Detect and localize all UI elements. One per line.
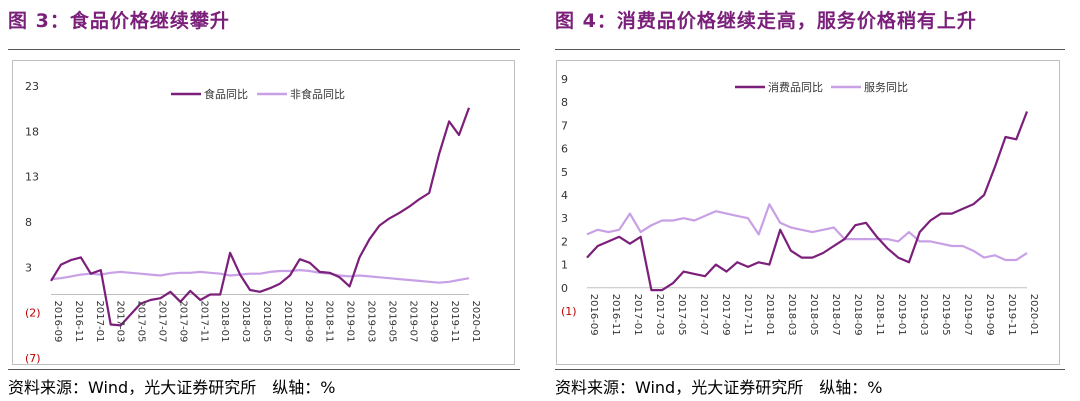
right-chart-frame: 9 8 7 6 5 4 3 2 1 0 (1) 2016-09 2016-11 2017-01 2017-0…: [556, 60, 1060, 365]
right-title-rule: [555, 49, 1065, 50]
x-tick-label: 2018-05: [261, 301, 272, 343]
series-line-1: [586, 203, 1028, 262]
x-tick-label: 2018-09: [852, 294, 863, 336]
x-tick-label: 2018-03: [240, 301, 251, 343]
x-tick-label: 2016-11: [73, 301, 84, 343]
right-chart-title: 图 4：消费品价格继续走高，服务价格稍有上升: [555, 10, 977, 32]
y-tick-label: 3: [25, 261, 32, 274]
y-tick-label: 23: [25, 80, 39, 93]
left-chart-frame: 23 18 13 8 3 (2) (7) 2016-09 2016-11 2017-01 2017-…: [12, 60, 515, 365]
x-tick-label: 2017-09: [720, 294, 731, 336]
y-tick-label: 9: [561, 73, 568, 86]
x-tick-label: 2017-05: [676, 294, 687, 336]
x-tick-label: 2017-11: [198, 301, 209, 343]
x-tick-label: 2018-11: [324, 301, 335, 343]
left-bottom-rule: [8, 369, 520, 370]
x-tick-label: 2018-01: [764, 294, 775, 336]
y-tick-label: 8: [25, 216, 32, 229]
x-tick-label: 2019-03: [918, 294, 929, 336]
x-tick-label: 2016-09: [52, 301, 63, 343]
y-tick-label: 8: [561, 96, 568, 109]
y-tick-label: 2: [561, 235, 568, 248]
x-tick-label: 2019-09: [984, 294, 995, 336]
right-bottom-rule: [555, 369, 1065, 370]
x-tick-label: 2019-01: [345, 301, 356, 343]
x-tick-label: 2019-05: [386, 301, 397, 343]
x-tick-label: 2019-03: [366, 301, 377, 343]
x-tick-label: 2018-11: [874, 294, 885, 336]
x-tick-label: 2019-01: [896, 294, 907, 336]
legend-label: 非食品同比: [290, 87, 345, 101]
left-title-rule: [8, 49, 520, 50]
right-chart: 9 8 7 6 5 4 3 2 1 0 (1) 2016-09 2016-11 2017-01 2017-0…: [561, 73, 1039, 336]
y-tick-label: (1): [561, 305, 577, 318]
x-tick-label: 2017-01: [632, 294, 643, 336]
right-source-note: 资料来源：Wind，光大证券研究所 纵轴：%: [555, 378, 883, 397]
legend-label: 食品同比: [204, 87, 248, 101]
legend-label: 消费品同比: [768, 80, 823, 94]
x-tick-label: 2016-09: [588, 294, 599, 336]
y-tick-label: 0: [561, 282, 568, 295]
x-tick-label: 2019-05: [940, 294, 951, 336]
series-line-1: [50, 269, 470, 284]
left-chart-title: 图 3：食品价格继续攀升: [8, 10, 230, 32]
x-tick-label: 2017-11: [742, 294, 753, 336]
series-line-0: [586, 111, 1029, 292]
x-tick-label: 2017-03: [115, 301, 126, 343]
x-tick-label: 2018-01: [219, 301, 230, 343]
x-tick-label: 2017-03: [654, 294, 665, 336]
x-tick-label: 2019-07: [407, 301, 418, 343]
x-tick-label: 2018-03: [786, 294, 797, 336]
x-tick-label: 2018-05: [808, 294, 819, 336]
y-tick-label: 4: [561, 189, 568, 202]
legend-label: 服务同比: [864, 81, 908, 94]
y-tick-label: 13: [25, 171, 39, 184]
left-source-note: 资料来源：Wind，光大证券研究所 纵轴：%: [8, 378, 336, 397]
x-tick-label: 2020-01: [470, 301, 481, 343]
y-tick-label: 3: [561, 212, 568, 225]
y-tick-label: (7): [25, 352, 41, 364]
x-tick-label: 2016-11: [610, 294, 621, 336]
x-tick-label: 2017-09: [177, 301, 188, 343]
x-tick-label: 2020-01: [1028, 294, 1039, 336]
x-tick-label: 2017-07: [157, 301, 168, 343]
left-chart: 23 18 13 8 3 (2) (7) 2016-09 2016-11 2017-01 2017-…: [25, 80, 481, 365]
x-tick-label: 2019-11: [449, 301, 460, 343]
x-tick-label: 2017-05: [136, 301, 147, 343]
y-tick-label: 1: [561, 259, 568, 272]
x-tick-label: 2018-07: [830, 294, 841, 336]
series-line-0: [50, 107, 471, 327]
y-tick-label: (2): [25, 307, 41, 320]
y-tick-label: 7: [561, 119, 568, 132]
x-tick-label: 2018-07: [282, 301, 293, 343]
x-tick-label: 2019-11: [1006, 294, 1017, 336]
x-tick-label: 2019-09: [428, 301, 439, 343]
x-tick-label: 2017-01: [94, 301, 105, 343]
x-tick-label: 2017-07: [698, 294, 709, 336]
y-tick-label: 18: [25, 125, 39, 138]
y-tick-label: 5: [561, 166, 568, 179]
x-tick-label: 2019-07: [962, 294, 973, 336]
y-tick-label: 6: [561, 143, 568, 156]
x-tick-label: 2018-09: [303, 301, 314, 343]
